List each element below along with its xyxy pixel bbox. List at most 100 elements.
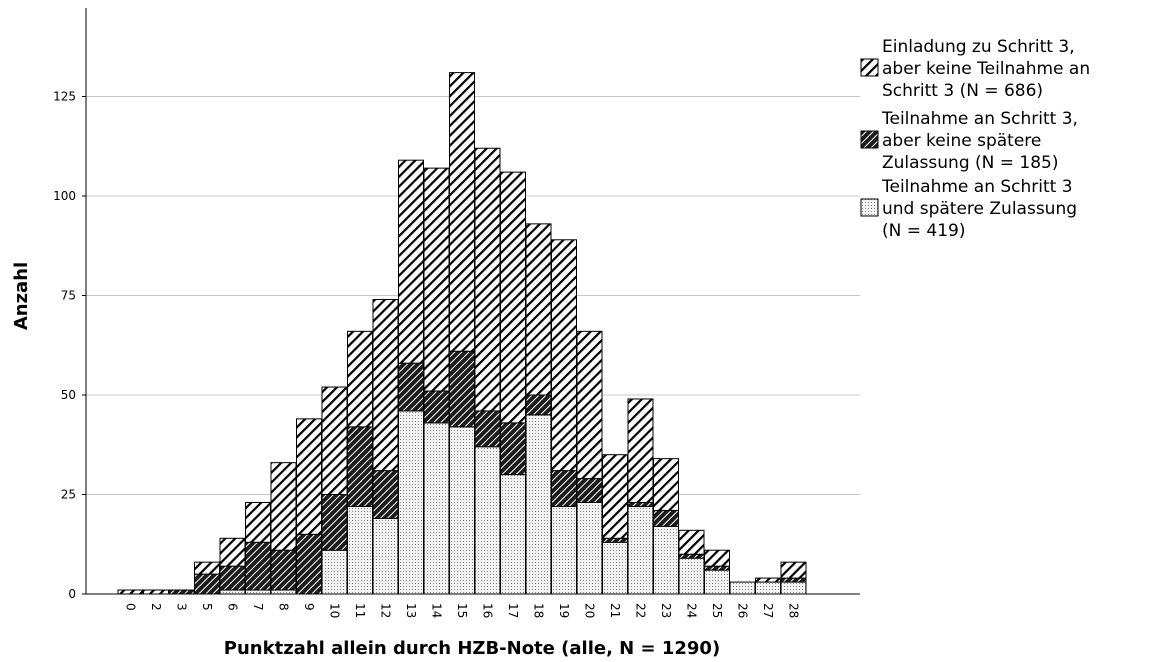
x-tick-label-19: 19 [557,603,571,618]
bar-19-series-3 [551,239,577,472]
bar-14-series-2 [423,390,450,424]
x-tick-label-6: 6 [226,603,240,611]
bar-27-series-1 [755,581,781,595]
bar-8-series-3 [270,462,297,551]
x-tick-label-28: 28 [787,603,801,618]
bar-19-series-2 [551,470,577,507]
bar-16-series-2 [474,410,501,448]
bar-20-series-1 [576,501,603,595]
bar-20-series-2 [576,478,603,503]
bar-7-series-1 [245,589,271,595]
bar-11-series-1 [347,505,373,595]
x-tick-label-13: 13 [404,603,418,618]
bar-18-series-3 [525,223,552,396]
y-tick-label-100: 100 [53,189,76,203]
bar-17-series-3 [500,171,526,424]
x-tick-label-23: 23 [659,603,673,618]
bar-13-series-2 [398,362,424,412]
x-tick-label-0: 0 [124,603,138,611]
bar-8-series-1 [270,589,297,595]
bar-11-series-2 [347,426,373,507]
y-tick-label-0: 0 [68,587,76,601]
x-tick-label-5: 5 [200,603,214,611]
legend-label-2-line-2: aber keine spätere [882,131,1041,151]
legend-swatch-3 [860,58,879,77]
x-tick-label-17: 17 [506,603,520,618]
x-tick-label-21: 21 [608,603,622,618]
bar-25-series-1 [704,569,730,595]
legend-label-2-line-1: Teilnahme an Schritt 3, [881,109,1078,129]
x-tick-label-27: 27 [761,603,775,618]
bars-group [117,72,807,595]
legend-swatch-1 [860,198,879,217]
bar-23-series-1 [653,525,679,595]
bar-18-series-1 [525,414,552,595]
bar-17-series-1 [500,474,526,595]
bar-21-series-1 [602,541,628,595]
bar-23-series-3 [653,458,679,511]
x-tick-label-24: 24 [685,603,699,618]
x-tick-labels: 0 2 3 5 6 7 8 9 10 11 12 13 14 15 16 17 18 19 20 21 22 23 24 25… [124,603,801,618]
bar-15-series-2 [449,350,475,428]
bar-6-series-1 [219,589,246,595]
bar-22-series-2 [627,501,654,507]
bar-22-series-3 [627,398,654,503]
bar-25-series-2 [704,565,730,571]
x-tick-label-26: 26 [736,603,750,618]
legend-swatch-2 [860,130,879,149]
axes-group [82,8,860,595]
bar-8-series-2 [270,549,297,591]
bar-6-series-3 [219,537,246,567]
legend-label-1-line-1: Teilnahme an Schritt 3 [881,177,1073,197]
x-axis-title: Punktzahl allein durch HZB-Note (alle, N… [224,638,720,659]
bar-5-series-2 [194,573,220,595]
legend-label-1-line-3: (N = 419) [882,221,965,241]
bar-16-series-3 [474,147,501,412]
bar-23-series-2 [653,509,679,527]
y-tick-label-75: 75 [61,289,76,303]
bar-10-series-1 [321,549,348,595]
y-axis-title: Anzahl [11,262,32,330]
bar-15-series-1 [449,426,475,595]
bar-12-series-2 [372,470,399,519]
bar-25-series-3 [704,549,730,567]
bar-3-series-2 [168,589,195,595]
x-tick-label-11: 11 [353,603,367,618]
bar-17-series-2 [500,422,526,476]
legend-label-3-line-2: aber keine Teilnahme an [882,59,1090,79]
bar-0-series-3 [117,589,144,595]
bar-6-series-2 [219,565,246,591]
bar-19-series-1 [551,505,577,595]
bar-18-series-2 [525,394,552,416]
x-tick-label-16: 16 [481,603,495,618]
y-tick-label-25: 25 [61,488,76,502]
bar-5-series-3 [194,561,220,575]
y-tick-label-125: 125 [53,90,76,104]
bar-27-series-3 [755,577,781,583]
y-tick-labels: 0 25 50 75 100 125 [53,90,76,602]
bar-14-series-3 [423,167,450,392]
bar-21-series-2 [602,537,628,543]
legend-label-2-line-3: Zulassung (N = 185) [882,153,1059,173]
bar-16-series-1 [474,446,501,595]
bar-24-series-3 [678,529,705,555]
bar-10-series-3 [321,386,348,496]
bar-22-series-1 [627,505,654,595]
bar-11-series-3 [347,330,373,428]
bar-13-series-3 [398,159,424,364]
bar-13-series-1 [398,410,424,595]
x-tick-label-25: 25 [710,603,724,618]
bar-20-series-3 [576,330,603,480]
bar-7-series-2 [245,541,271,591]
legend: Einladung zu Schritt 3,aber keine Teilna… [860,37,1090,241]
legend-label-3-line-1: Einladung zu Schritt 3, [882,37,1075,57]
bar-21-series-3 [602,454,628,539]
bar-14-series-1 [423,422,450,595]
x-tick-label-3: 3 [175,603,189,611]
bar-12-series-3 [372,298,399,472]
bar-15-series-3 [449,72,475,352]
bar-24-series-1 [678,557,705,595]
bar-7-series-3 [245,501,271,543]
x-tick-label-2: 2 [149,603,163,611]
